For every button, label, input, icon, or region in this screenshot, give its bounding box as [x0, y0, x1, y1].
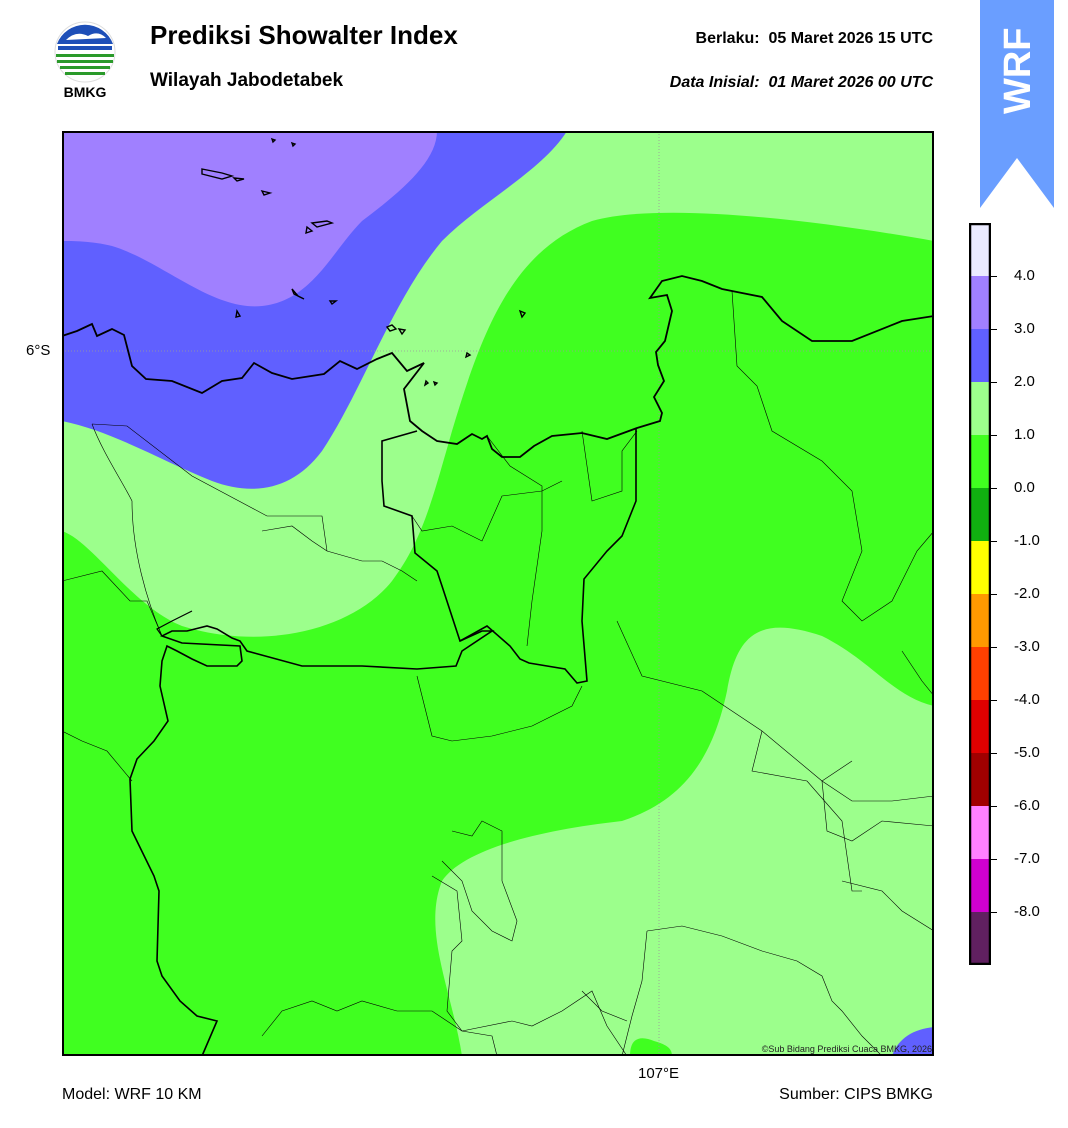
- colorbar-label: -4.0: [1014, 691, 1040, 708]
- province-boundary-east: [459, 428, 637, 684]
- source-info: Sumber: CIPS BMKG: [779, 1086, 933, 1103]
- islands: [201, 137, 527, 387]
- colorbar-label: -3.0: [1014, 638, 1040, 655]
- wrf-badge: WRF: [980, 0, 1054, 208]
- colorbar-segment: [969, 329, 991, 383]
- latitude-label: 6°S: [26, 342, 51, 359]
- field-blue-patch: [892, 1027, 934, 1056]
- colorbar-tick: [991, 859, 997, 860]
- colorbar-label: -6.0: [1014, 797, 1040, 814]
- valid-label: Berlaku:: [695, 30, 760, 47]
- colorbar-tick: [991, 541, 997, 542]
- field-green-patch: [630, 1038, 672, 1056]
- colorbar-segment: [969, 382, 991, 436]
- district-boundaries: [62, 290, 934, 1056]
- province-boundary-mid: [156, 610, 193, 637]
- colorbar-segment: [969, 806, 991, 860]
- colorbar-tick: [991, 329, 997, 330]
- valid-time-value: 05 Maret 2026 15 UTC: [768, 30, 933, 47]
- init-label: Data Inisial:: [669, 74, 760, 91]
- page-subtitle: Wilayah Jabodetabek: [150, 70, 344, 91]
- longitude-label: 107°E: [638, 1065, 680, 1082]
- forecast-map: [62, 131, 934, 1056]
- colorbar-tick: [991, 647, 997, 648]
- page-title: Prediksi Showalter Index: [150, 20, 458, 50]
- colorbar-label: -5.0: [1014, 744, 1040, 761]
- colorbar-segment: [969, 594, 991, 648]
- model-info: Model: WRF 10 KM: [62, 1086, 202, 1103]
- colorbar-label: 0.0: [1014, 479, 1035, 496]
- colorbar-tick: [991, 276, 997, 277]
- colorbar-tick: [991, 912, 997, 913]
- wrf-badge-text: WRF: [997, 27, 1039, 114]
- colorbar-frame: [969, 223, 991, 965]
- colorbar: [969, 223, 991, 965]
- field-green: [62, 212, 934, 1056]
- colorbar-segment: [969, 541, 991, 595]
- valid-time: Berlaku: 05 Maret 2026 15 UTC: [696, 30, 933, 48]
- colorbar-tick: [991, 753, 997, 754]
- colorbar-label: 1.0: [1014, 426, 1035, 443]
- colorbar-segment: [969, 859, 991, 913]
- colorbar-segment: [969, 647, 991, 701]
- colorbar-label: -1.0: [1014, 532, 1040, 549]
- colorbar-tick: [991, 435, 997, 436]
- colorbar-segment: [969, 753, 991, 807]
- colorbar-tick: [991, 700, 997, 701]
- colorbar-tick: [991, 806, 997, 807]
- colorbar-label: -2.0: [1014, 585, 1040, 602]
- colorbar-segment: [969, 223, 991, 277]
- bmkg-logo-icon: [54, 21, 116, 83]
- map-frame: [62, 131, 934, 1056]
- init-time: Data Inisial: 01 Maret 2026 00 UTC: [670, 74, 933, 92]
- copyright-note: ©Sub Bidang Prediksi Cuaca BMKG, 2026: [761, 1044, 932, 1054]
- colorbar-segment: [969, 276, 991, 330]
- colorbar-segment: [969, 912, 991, 965]
- colorbar-label: 4.0: [1014, 267, 1035, 284]
- field-purple: [62, 131, 437, 307]
- colorbar-label: 2.0: [1014, 373, 1035, 390]
- colorbar-label: 3.0: [1014, 320, 1035, 337]
- colorbar-segment: [969, 488, 991, 542]
- colorbar-label: -7.0: [1014, 850, 1040, 867]
- init-time-value: 01 Maret 2026 00 UTC: [768, 74, 933, 91]
- colorbar-segments: [969, 223, 991, 965]
- colorbar-label: -8.0: [1014, 903, 1040, 920]
- colorbar-tick: [991, 488, 997, 489]
- colorbar-segment: [969, 700, 991, 754]
- colorbar-segment: [969, 435, 991, 489]
- colorbar-tick: [991, 594, 997, 595]
- colorbar-tick: [991, 382, 997, 383]
- logo-text: BMKG: [63, 84, 107, 100]
